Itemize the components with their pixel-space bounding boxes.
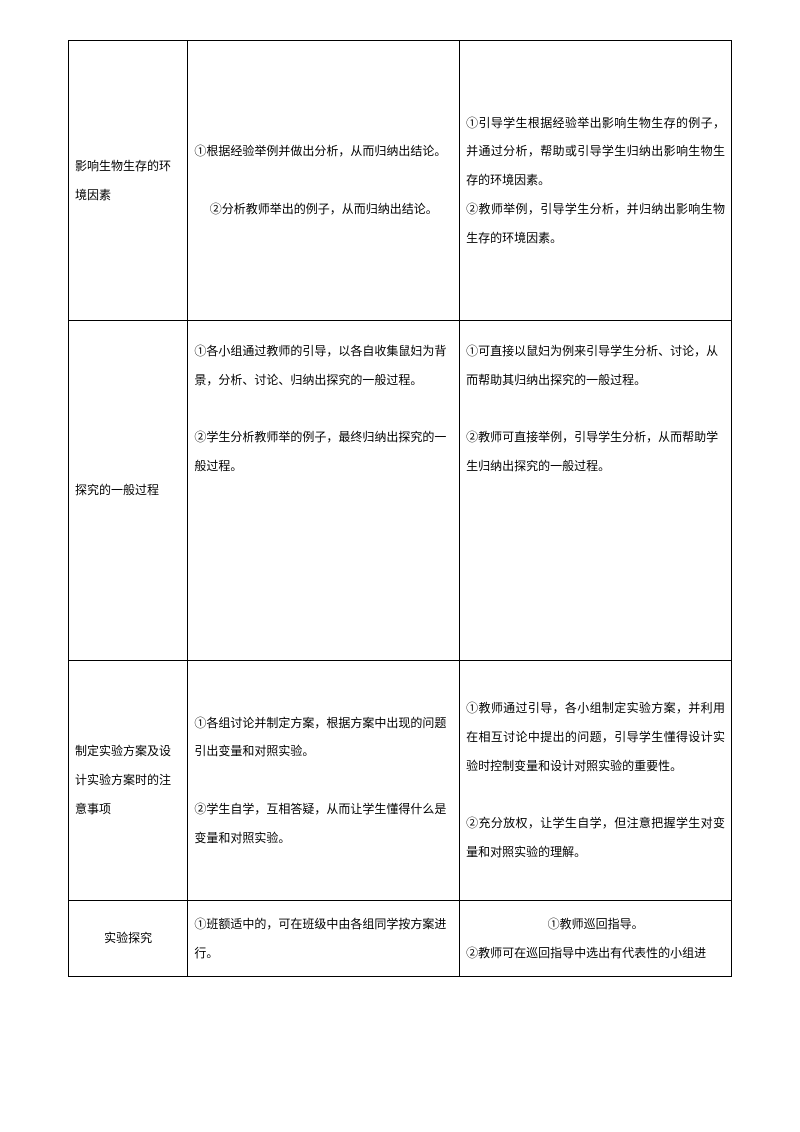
col2-cell: ①根据经验举例并做出分析，从而归纳出结论。 ②分析教师举出的例子，从而归纳出结论… [188,41,460,321]
cell-text: ②学生分析教师举的例子，最终归纳出探究的一般过程。 [194,423,453,481]
col3-cell: ①可直接以鼠妇为例来引导学生分析、讨论，从而帮助其归纳出探究的一般过程。 ②教师… [460,321,732,661]
col3-cell: ①教师巡回指导。 ②教师可在巡回指导中选出有代表性的小组进 [460,901,732,977]
topic-cell: 制定实验方案及设计实验方案时的注意事项 [69,661,188,901]
table-row: 制定实验方案及设计实验方案时的注意事项 ①各组讨论并制定方案，根据方案中出现的问… [69,661,732,901]
cell-text: ①根据经验举例并做出分析，从而归纳出结论。 [194,137,453,166]
cell-text: ①引导学生根据经验举出影响生物生存的例子，并通过分析，帮助或引导学生归纳出影响生… [466,109,725,195]
table-row: 影响生物生存的环境因素 ①根据经验举例并做出分析，从而归纳出结论。 ②分析教师举… [69,41,732,321]
cell-text: ①教师通过引导，各小组制定实验方案，并利用在相互讨论中提出的问题，引导学生懂得设… [466,694,725,780]
cell-text: ②充分放权，让学生自学，但注意把握学生对变量和对照实验的理解。 [466,809,725,867]
col3-cell: ①引导学生根据经验举出影响生物生存的例子，并通过分析，帮助或引导学生归纳出影响生… [460,41,732,321]
cell-text: ②教师可直接举例，引导学生分析，从而帮助学生归纳出探究的一般过程。 [466,423,725,481]
col3-cell: ①教师通过引导，各小组制定实验方案，并利用在相互讨论中提出的问题，引导学生懂得设… [460,661,732,901]
cell-text: ①可直接以鼠妇为例来引导学生分析、讨论，从而帮助其归纳出探究的一般过程。 [466,337,725,395]
cell-text: ①班额适中的，可在班级中由各组同学按方案进行。 [194,910,453,968]
topic-cell: 探究的一般过程 [69,321,188,661]
col2-cell: ①班额适中的，可在班级中由各组同学按方案进行。 [188,901,460,977]
topic-cell: 实验探究 [69,901,188,977]
col2-cell: ①各小组通过教师的引导，以各自收集鼠妇为背景，分析、讨论、归纳出探究的一般过程。… [188,321,460,661]
col2-cell: ①各组讨论并制定方案，根据方案中出现的问题引出变量和对照实验。 ②学生自学，互相… [188,661,460,901]
cell-text: ①各小组通过教师的引导，以各自收集鼠妇为背景，分析、讨论、归纳出探究的一般过程。 [194,337,453,395]
cell-text: ②教师可在巡回指导中选出有代表性的小组进 [466,939,725,968]
cell-text: ②教师举例，引导学生分析，并归纳出影响生物生存的环境因素。 [466,195,725,253]
topic-cell: 影响生物生存的环境因素 [69,41,188,321]
lesson-table: 影响生物生存的环境因素 ①根据经验举例并做出分析，从而归纳出结论。 ②分析教师举… [68,40,732,977]
cell-text: ①各组讨论并制定方案，根据方案中出现的问题引出变量和对照实验。 [194,709,453,767]
cell-text: ②分析教师举出的例子，从而归纳出结论。 [194,195,453,224]
cell-text: ②学生自学，互相答疑，从而让学生懂得什么是变量和对照实验。 [194,795,453,853]
cell-text: ①教师巡回指导。 [466,910,725,939]
table-row: 探究的一般过程 ①各小组通过教师的引导，以各自收集鼠妇为背景，分析、讨论、归纳出… [69,321,732,661]
table-row: 实验探究 ①班额适中的，可在班级中由各组同学按方案进行。 ①教师巡回指导。 ②教… [69,901,732,977]
